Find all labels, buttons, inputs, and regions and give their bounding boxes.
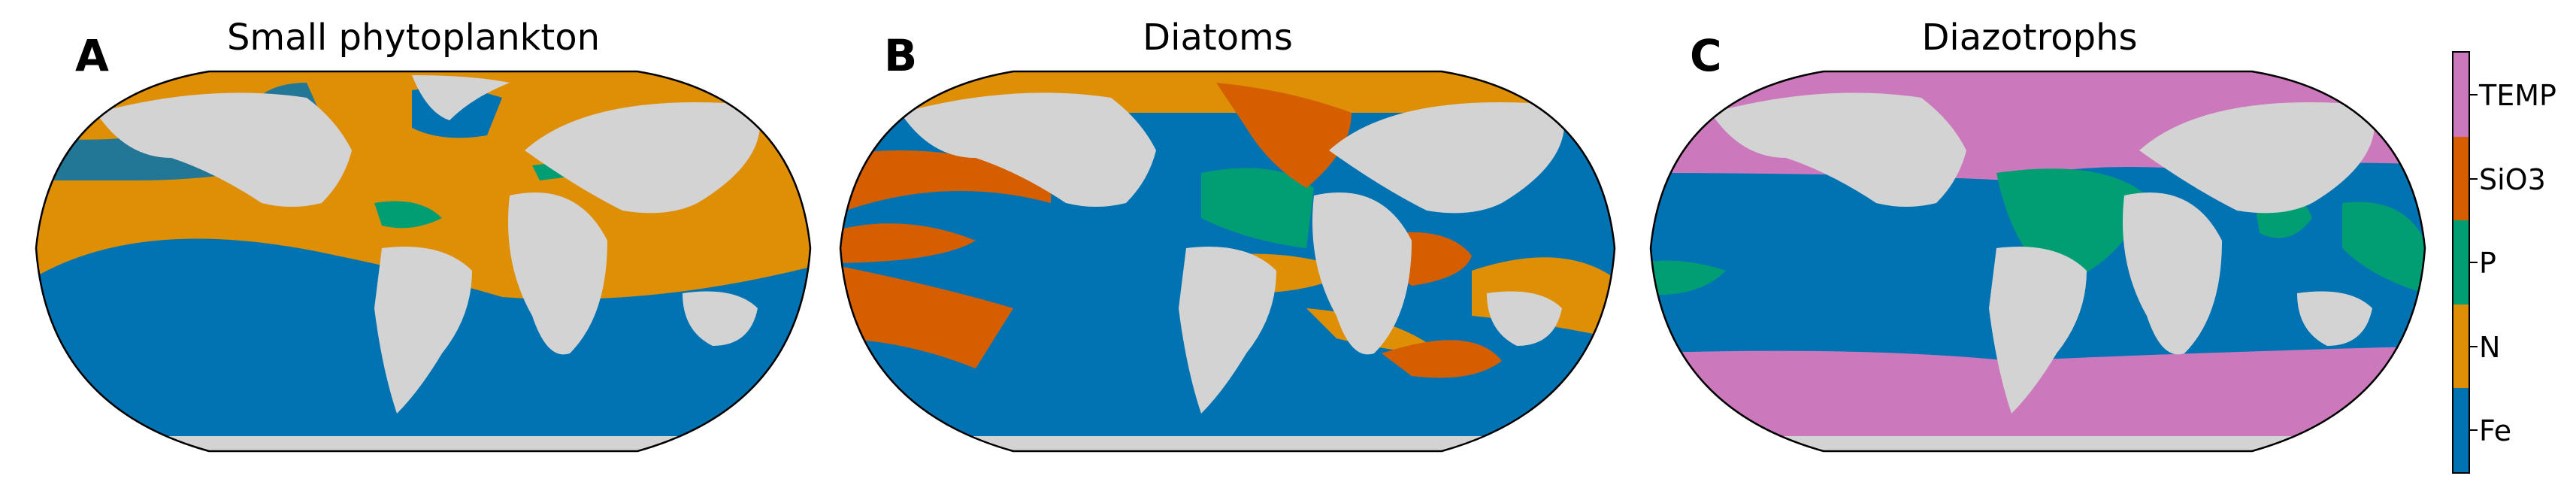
colorbar-tick — [2470, 429, 2478, 431]
legend-label-n: N — [2479, 331, 2501, 364]
colorbar-tick — [2470, 262, 2478, 263]
colorbar-tick — [2470, 346, 2478, 347]
panel-b: B Diatoms — [812, 0, 1624, 491]
colorbar-segment-fe — [2453, 388, 2469, 472]
colorbar-segment-n — [2453, 305, 2469, 388]
legend-label-temp: TEMP — [2479, 79, 2556, 112]
legend-label-fe: Fe — [2479, 414, 2512, 447]
panel-letter: B — [884, 30, 918, 81]
colorbar-tick — [2470, 94, 2478, 95]
colorbar-tick — [2470, 178, 2478, 180]
panel-c: C Diazotrophs — [1624, 0, 2435, 491]
legend-label-p: P — [2479, 247, 2496, 280]
panel-letter: C — [1690, 30, 1722, 81]
panel-letter: A — [75, 30, 109, 81]
world-map-small-phytoplankton — [35, 70, 812, 453]
world-map-diatoms — [839, 70, 1616, 453]
panel-title: Small phytoplankton — [226, 17, 601, 59]
panel-title: Diatoms — [1143, 17, 1293, 59]
world-map-diazotrophs — [1649, 70, 2426, 453]
colorbar-segment-sio3 — [2453, 137, 2469, 220]
panel-title: Diazotrophs — [1921, 17, 2138, 59]
colorbar-segment-p — [2453, 220, 2469, 305]
colorbar-segment-temp — [2453, 53, 2469, 137]
colorbar — [2452, 51, 2478, 474]
panel-a: A Small phytoplankton — [0, 0, 812, 491]
legend-label-sio3: SiO3 — [2479, 163, 2546, 196]
